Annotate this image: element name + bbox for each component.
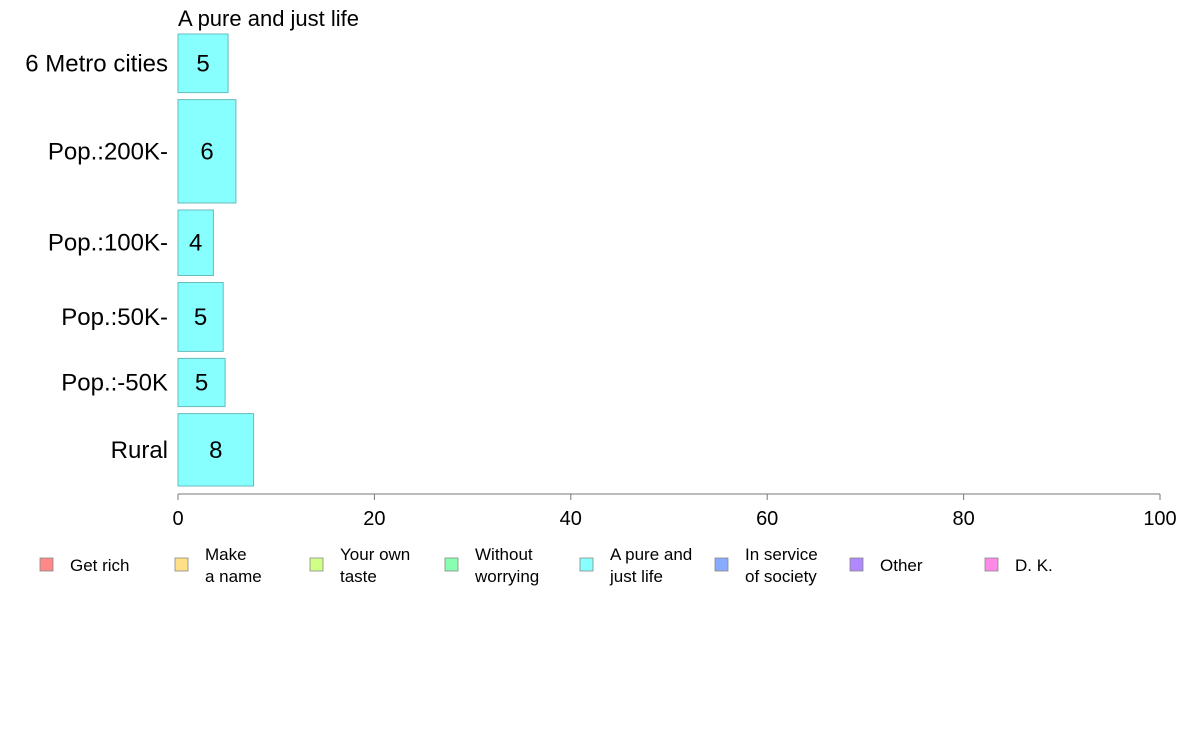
legend-item: Get rich bbox=[39, 556, 130, 575]
bar bbox=[177, 33, 229, 94]
legend-label: of society bbox=[745, 567, 817, 586]
legend-label: Other bbox=[880, 556, 923, 575]
legend-item: Your own taste bbox=[309, 545, 410, 586]
legend-swatch bbox=[849, 557, 864, 572]
legend-item: Make a name bbox=[174, 545, 262, 586]
legend-swatch bbox=[984, 557, 999, 572]
legend-label: A pure and bbox=[610, 545, 692, 564]
legend-label: a name bbox=[205, 567, 262, 586]
legend-item: Other bbox=[849, 556, 923, 575]
category-label: Pop.:50K- bbox=[61, 304, 168, 331]
category-label: Pop.:100K- bbox=[48, 230, 168, 257]
legend-swatch bbox=[39, 557, 54, 572]
category-label: Pop.:-50K bbox=[61, 370, 168, 397]
bar-value-label: 4 bbox=[189, 230, 202, 257]
category-label: Pop.:200K- bbox=[48, 138, 168, 165]
legend-swatch bbox=[309, 557, 324, 572]
bar-value-label: 6 bbox=[200, 138, 213, 165]
legend-label: just life bbox=[609, 567, 663, 586]
chart-title: A pure and just life bbox=[178, 6, 359, 31]
legend-item: Without worrying bbox=[444, 545, 539, 586]
bar bbox=[177, 209, 214, 276]
legend-label: In service bbox=[745, 545, 818, 564]
legend-item: A pure and just life bbox=[579, 545, 692, 586]
legend-label: taste bbox=[340, 567, 377, 586]
legend: Get rich Make a name Your own taste Without wo… bbox=[39, 545, 1053, 586]
x-tick-label: 80 bbox=[952, 508, 974, 530]
bar bbox=[177, 99, 237, 204]
x-tick-label: 0 bbox=[172, 508, 183, 530]
bar bbox=[177, 282, 224, 352]
x-tick-label: 40 bbox=[560, 508, 582, 530]
legend-label: Your own bbox=[340, 545, 410, 564]
legend-swatch bbox=[174, 557, 189, 572]
legend-label: worrying bbox=[474, 567, 539, 586]
legend-item: D. K. bbox=[984, 556, 1053, 575]
bars-group: 5 6 Metro cities 6 Pop.:200K- 4 Pop.:100K- 5 Po… bbox=[25, 33, 255, 487]
x-axis: 0 20 40 60 80 100 bbox=[172, 493, 1177, 530]
bar bbox=[177, 357, 226, 408]
legend-swatch bbox=[579, 557, 594, 572]
bar-value-label: 5 bbox=[196, 50, 209, 77]
legend-item: In service of society bbox=[714, 545, 818, 586]
x-tick-label: 100 bbox=[1143, 508, 1176, 530]
bar bbox=[177, 413, 255, 487]
legend-label: D. K. bbox=[1015, 556, 1053, 575]
legend-swatch bbox=[714, 557, 729, 572]
category-label: Rural bbox=[111, 437, 168, 464]
legend-label: Get rich bbox=[70, 556, 130, 575]
legend-label: Without bbox=[475, 545, 533, 564]
bar-value-label: 5 bbox=[194, 304, 207, 331]
x-tick-label: 20 bbox=[363, 508, 385, 530]
bar-value-label: 5 bbox=[195, 370, 208, 397]
x-tick-label: 60 bbox=[756, 508, 778, 530]
legend-label: Make bbox=[205, 545, 247, 564]
category-label: 6 Metro cities bbox=[25, 50, 168, 77]
legend-swatch bbox=[444, 557, 459, 572]
bar-value-label: 8 bbox=[209, 437, 222, 464]
